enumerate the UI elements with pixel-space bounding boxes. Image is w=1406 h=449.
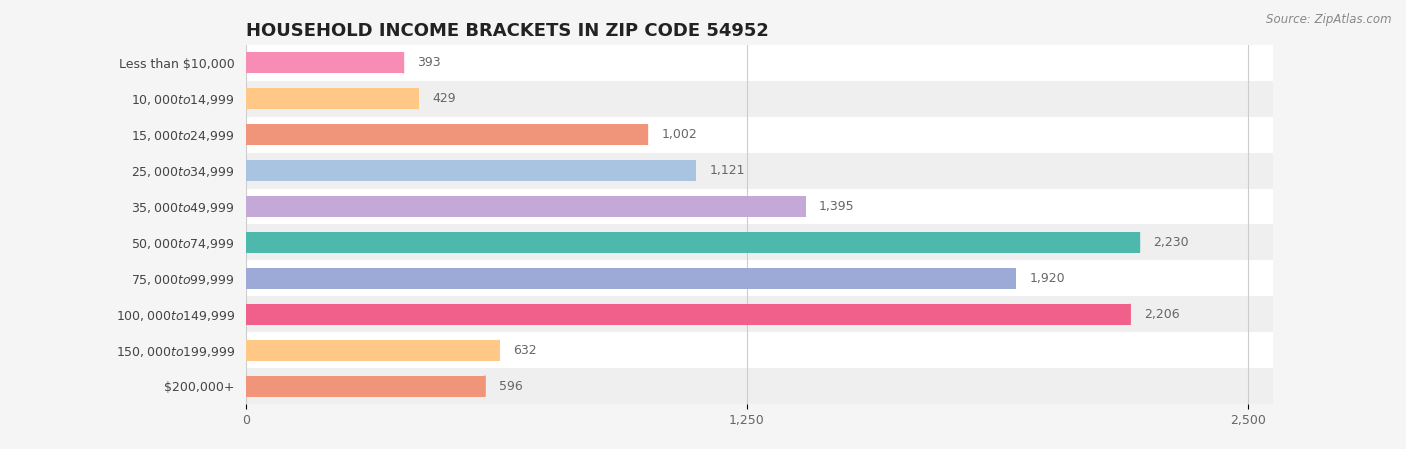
Bar — [246, 304, 1130, 325]
Text: 1,002: 1,002 — [661, 128, 697, 141]
Bar — [246, 160, 695, 181]
Text: 1,395: 1,395 — [818, 200, 855, 213]
Text: 1,920: 1,920 — [1029, 272, 1064, 285]
Text: 2,230: 2,230 — [1153, 236, 1189, 249]
Text: HOUSEHOLD INCOME BRACKETS IN ZIP CODE 54952: HOUSEHOLD INCOME BRACKETS IN ZIP CODE 54… — [246, 22, 769, 40]
Text: Source: ZipAtlas.com: Source: ZipAtlas.com — [1267, 13, 1392, 26]
Bar — [246, 232, 1139, 253]
FancyBboxPatch shape — [28, 45, 1272, 81]
FancyBboxPatch shape — [28, 189, 1272, 224]
FancyBboxPatch shape — [28, 81, 1272, 117]
Bar — [246, 340, 499, 361]
FancyBboxPatch shape — [28, 153, 1272, 189]
Bar — [246, 196, 804, 217]
Text: 2,206: 2,206 — [1144, 308, 1180, 321]
FancyBboxPatch shape — [28, 296, 1272, 332]
FancyBboxPatch shape — [28, 117, 1272, 153]
FancyBboxPatch shape — [28, 332, 1272, 368]
FancyBboxPatch shape — [28, 368, 1272, 404]
Text: 1,121: 1,121 — [709, 164, 745, 177]
Bar — [246, 53, 404, 73]
Bar — [246, 376, 485, 396]
Bar — [246, 88, 418, 109]
Bar — [246, 268, 1015, 289]
Text: 429: 429 — [432, 92, 456, 105]
Bar — [246, 124, 647, 145]
Text: 632: 632 — [513, 344, 537, 357]
Text: 393: 393 — [418, 57, 441, 69]
Text: 596: 596 — [499, 380, 523, 392]
FancyBboxPatch shape — [28, 260, 1272, 296]
FancyBboxPatch shape — [28, 224, 1272, 260]
